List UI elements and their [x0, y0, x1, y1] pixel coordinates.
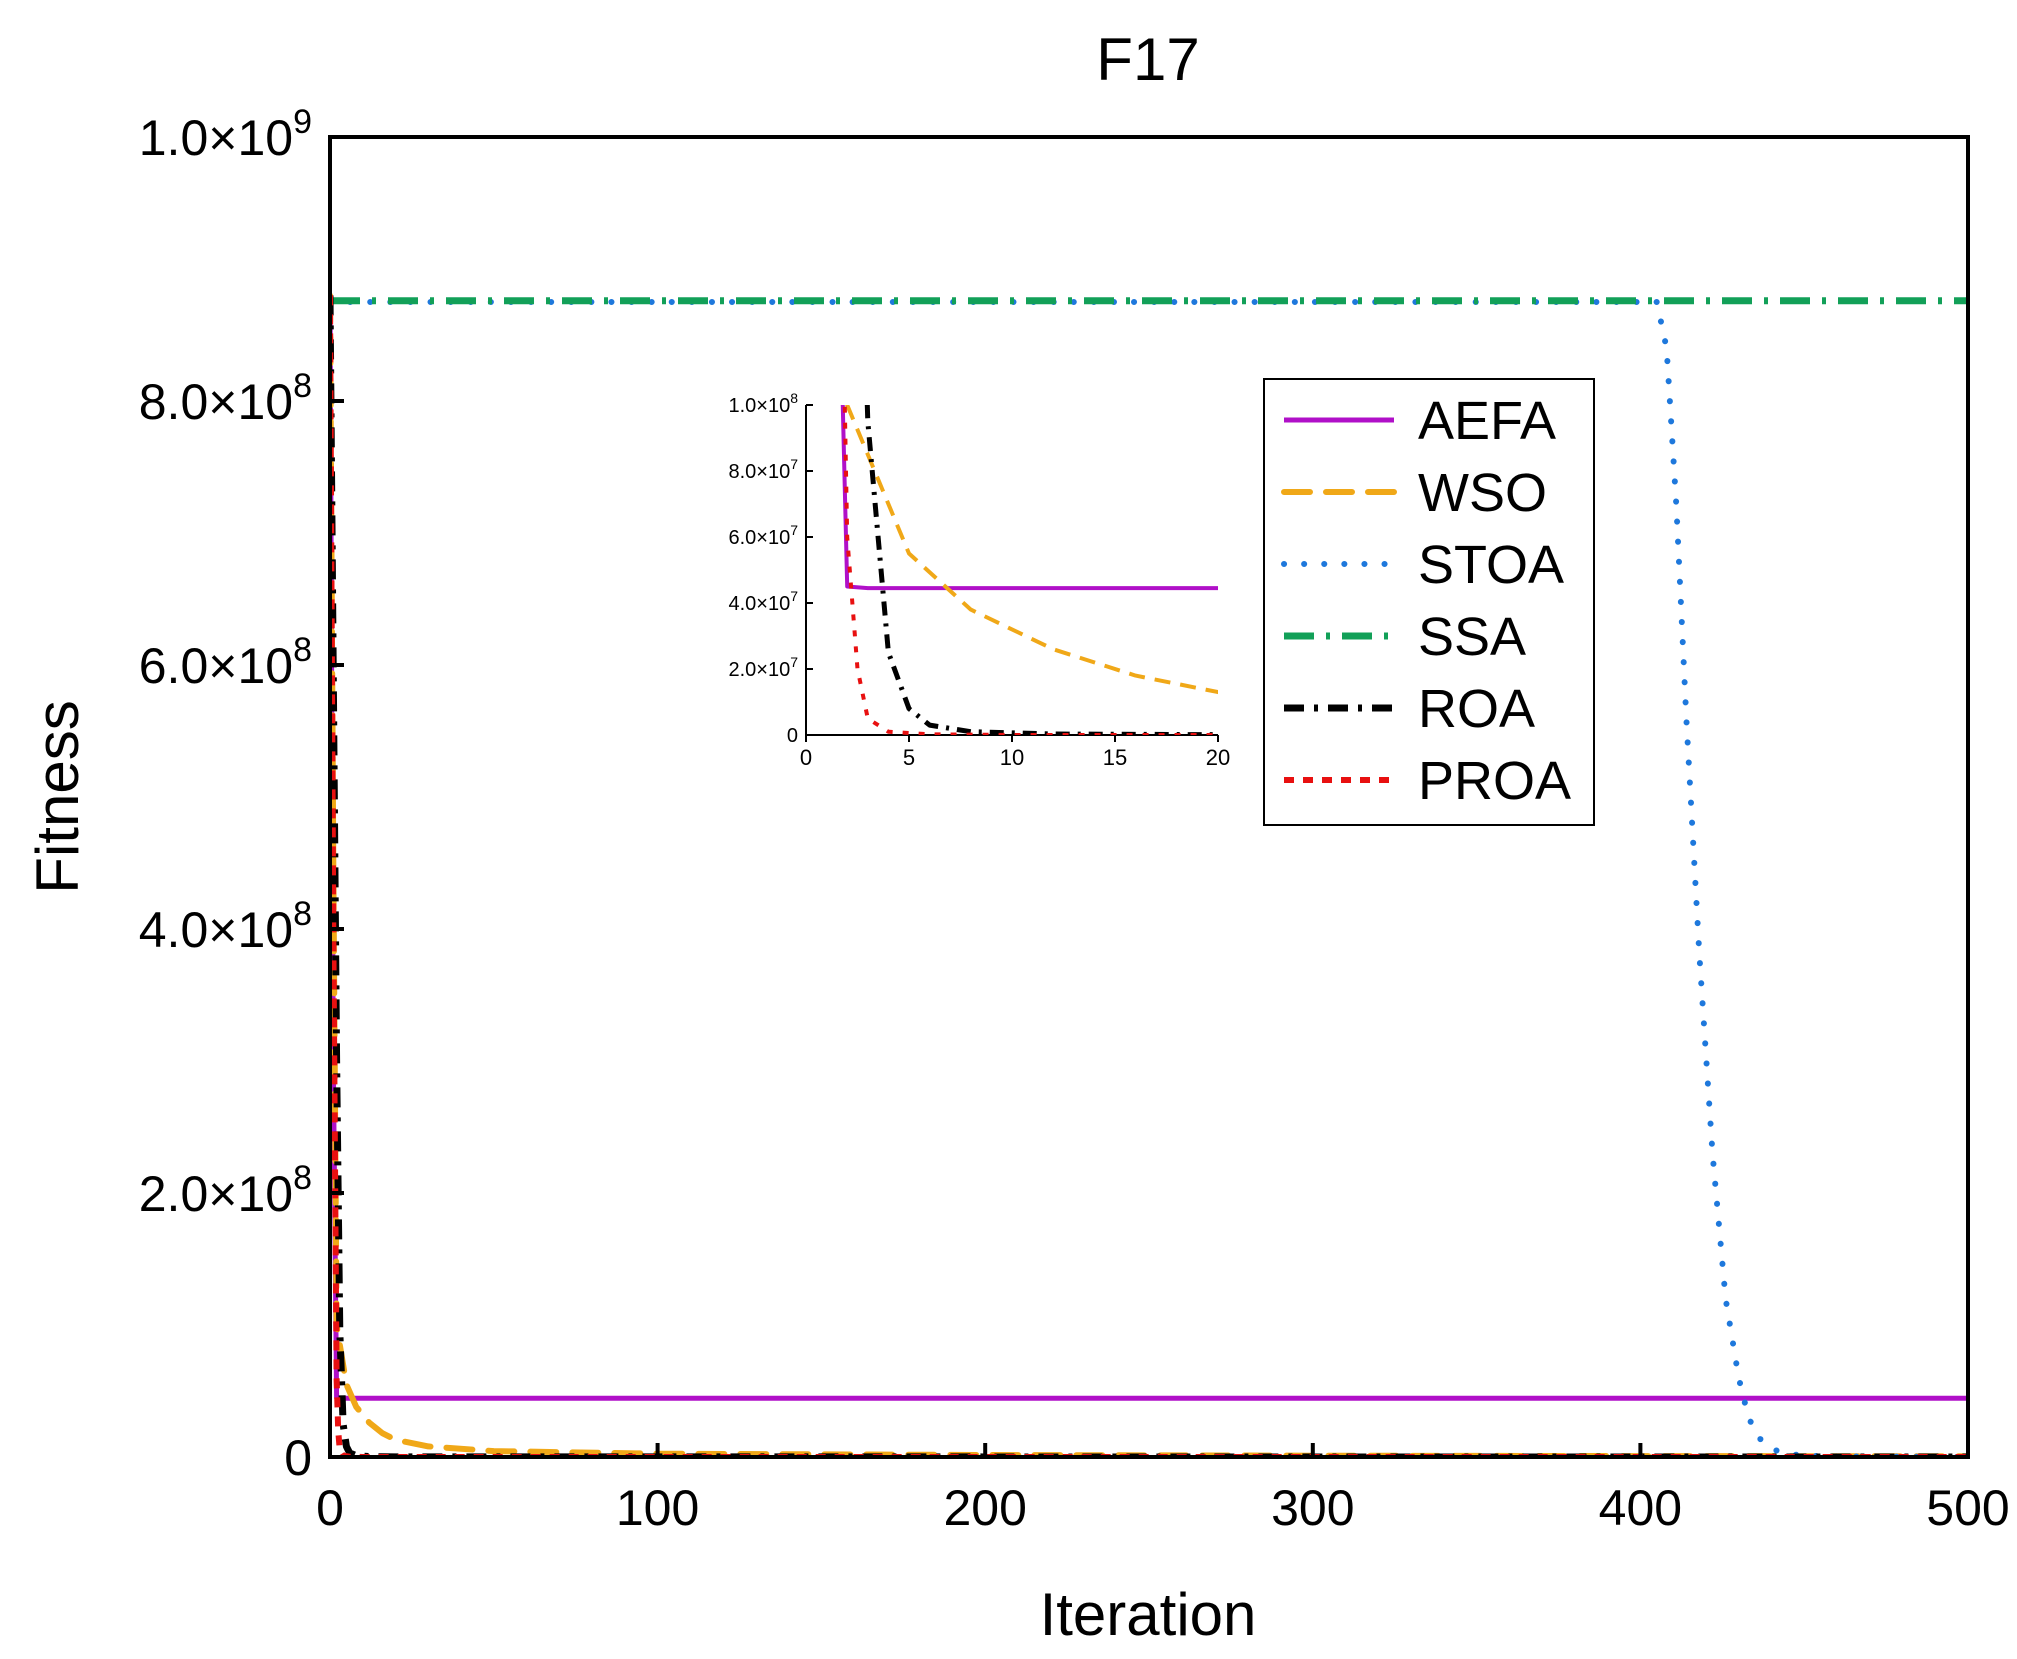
x-tick-label: 400	[1599, 1480, 1682, 1536]
y-tick-label: 2.0×108	[139, 1159, 312, 1222]
inset-y-axis: 0 2.0×107 4.0×107 6.0×107 8.0×107 1.0×108	[728, 390, 813, 747]
legend-box	[1263, 378, 1595, 826]
y-tick-label: 4.0×108	[139, 895, 312, 958]
series-line-roa	[330, 295, 1968, 1457]
x-tick-label: 300	[1271, 1480, 1354, 1536]
x-tick-label: 0	[316, 1480, 344, 1536]
inset-x-axis: 0 5 10 15 20	[800, 735, 1230, 770]
x-axis-label: Iteration	[1040, 1581, 1257, 1648]
inset-series-line-roa	[864, 405, 1218, 735]
inset-y-tick-label: 8.0×107	[728, 456, 798, 483]
x-tick-label: 200	[943, 1480, 1026, 1536]
legend-label-proa: PROA	[1418, 751, 1571, 811]
inset-y-tick-label: 2.0×107	[728, 654, 798, 681]
series-line-wso	[330, 292, 1968, 1457]
series-line-proa	[330, 295, 1968, 1457]
series-line-stoa	[330, 299, 1968, 1457]
y-tick-label: 0	[284, 1430, 312, 1486]
inset-series-line-aefa	[840, 405, 1218, 591]
inset-y-tick-label: 6.0×107	[728, 522, 798, 549]
inset-series-line-wso	[845, 405, 1218, 695]
main-plot-series	[330, 292, 1968, 1457]
inset-x-tick-label: 10	[1000, 745, 1024, 770]
legend-label-wso: WSO	[1418, 463, 1547, 523]
y-tick-label: 1.0×109	[139, 103, 312, 166]
x-tick-label: 100	[616, 1480, 699, 1536]
legend-label-stoa: STOA	[1418, 535, 1564, 595]
plot-frame	[328, 135, 1970, 1459]
y-tick-label: 6.0×108	[139, 631, 312, 694]
y-axis-label: Fitness	[24, 700, 91, 893]
x-axis: 0 100 200 300 400 500	[316, 1443, 2010, 1536]
inset-x-tick-label: 5	[903, 745, 915, 770]
inset-x-tick-label: 20	[1206, 745, 1230, 770]
inset-plot: 0 2.0×107 4.0×107 6.0×107 8.0×107 1.0×108 0 5 1…	[728, 390, 1230, 770]
series-line-aefa	[330, 295, 1968, 1401]
inset-y-tick-label: 1.0×108	[728, 390, 798, 417]
y-axis: 0 2.0×108 4.0×108 6.0×108 8.0×108 1.0×109	[139, 103, 344, 1486]
x-tick-label: 500	[1926, 1480, 2009, 1536]
inset-plot-series	[840, 405, 1218, 735]
inset-y-tick-label: 4.0×107	[728, 588, 798, 615]
legend-label-ssa: SSA	[1418, 607, 1526, 667]
inset-x-tick-label: 15	[1103, 745, 1127, 770]
legend: AEFA WSO STOA SSA ROA PROA	[1263, 378, 1595, 826]
inset-y-tick-label: 0	[787, 725, 798, 747]
legend-label-aefa: AEFA	[1418, 391, 1556, 451]
legend-label-roa: ROA	[1418, 679, 1535, 739]
y-tick-label: 8.0×108	[139, 367, 312, 430]
inset-x-tick-label: 0	[800, 745, 812, 770]
inset-series-line-proa	[842, 405, 1218, 735]
chart-title: F17	[1096, 26, 1199, 93]
